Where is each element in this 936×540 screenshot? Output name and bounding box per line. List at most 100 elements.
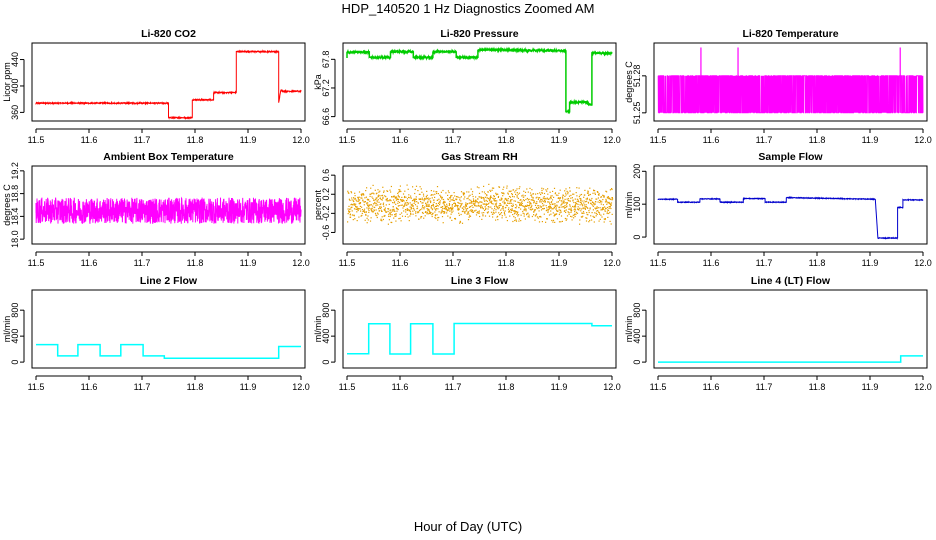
data-point: [539, 201, 541, 203]
data-point: [371, 192, 373, 194]
data-point: [412, 199, 414, 202]
data-point: [499, 199, 501, 201]
data-point: [430, 207, 432, 209]
data-point: [476, 186, 478, 188]
data-point: [553, 187, 556, 189]
data-point: [475, 196, 477, 198]
data-point: [560, 204, 562, 206]
data-point: [547, 208, 549, 211]
data-point: [578, 209, 580, 211]
data-point: [537, 205, 539, 207]
data-point: [447, 199, 450, 201]
data-point: [360, 215, 362, 217]
data-point: [539, 192, 541, 194]
data-point: [361, 209, 364, 211]
y-tick-label: 0.2: [321, 188, 331, 201]
data-point: [390, 200, 392, 202]
data-point: [424, 197, 426, 199]
data-point: [435, 217, 437, 220]
data-point: [605, 190, 607, 192]
data-point: [532, 193, 535, 195]
data-point: [515, 189, 517, 192]
data-point: [466, 198, 468, 200]
data-point: [381, 194, 384, 196]
data-point: [354, 195, 356, 197]
data-point: [535, 202, 537, 204]
data-point: [422, 199, 424, 201]
data-point: [531, 189, 533, 191]
y-axis-label: Licor ppm: [2, 62, 12, 102]
data-point: [441, 206, 443, 208]
data-point: [460, 200, 462, 202]
data-point: [503, 203, 505, 205]
data-point: [482, 203, 484, 205]
y-tick-label: 200: [632, 164, 642, 179]
data-point: [497, 196, 499, 198]
data-point: [575, 192, 577, 194]
data-point: [583, 204, 585, 206]
data-point: [473, 201, 475, 203]
data-point: [489, 198, 491, 200]
x-tick-label: 11.5: [339, 135, 356, 145]
data-point: [350, 208, 352, 210]
data-point: [497, 195, 500, 198]
data-point: [415, 215, 417, 217]
data-point: [518, 207, 520, 209]
data-point: [465, 210, 467, 212]
data-point: [438, 211, 440, 213]
data-point: [516, 196, 518, 198]
data-point: [468, 191, 470, 193]
data-point: [492, 197, 494, 199]
data-point: [449, 200, 451, 202]
data-point: [364, 219, 366, 221]
data-point: [371, 196, 373, 198]
x-tick-label: 11.7: [756, 135, 773, 145]
data-point: [586, 198, 588, 200]
y-tick-label: 400: [321, 329, 331, 344]
data-point: [591, 212, 593, 214]
data-point: [549, 204, 551, 206]
data-point: [606, 191, 608, 193]
x-tick-label: 12.0: [603, 258, 621, 268]
data-point: [571, 209, 573, 212]
y-tick-label: 18.4: [10, 208, 20, 226]
data-point: [462, 210, 464, 212]
data-point: [515, 204, 517, 206]
data-point: [492, 203, 494, 205]
data-point: [573, 209, 575, 211]
data-point: [514, 191, 516, 193]
data-point: [578, 187, 580, 189]
data-point: [426, 213, 428, 215]
data-point: [453, 202, 455, 204]
data-point: [358, 200, 360, 202]
x-tick-label: 12.0: [914, 258, 932, 268]
data-point: [398, 191, 400, 193]
data-point: [420, 198, 422, 200]
data-point: [591, 197, 593, 200]
data-point: [492, 216, 494, 218]
data-point: [500, 213, 502, 215]
data-point: [592, 205, 594, 207]
data-point: [570, 209, 572, 211]
panel-title: Li-820 Pressure: [440, 28, 518, 40]
data-point: [541, 191, 543, 194]
data-point: [435, 203, 437, 205]
data-point: [562, 194, 564, 196]
data-point: [546, 207, 548, 209]
data-point: [437, 219, 439, 221]
data-point: [371, 209, 373, 211]
data-point: [367, 215, 369, 217]
data-point: [394, 210, 396, 212]
series-group: [347, 183, 614, 225]
data-point: [421, 208, 423, 210]
data-point: [593, 216, 596, 218]
x-tick-label: 11.8: [498, 382, 515, 392]
data-point: [406, 198, 409, 200]
data-point: [428, 205, 430, 207]
data-point: [543, 196, 545, 198]
data-point: [347, 213, 349, 215]
data-point: [431, 208, 433, 210]
data-point: [550, 201, 552, 203]
